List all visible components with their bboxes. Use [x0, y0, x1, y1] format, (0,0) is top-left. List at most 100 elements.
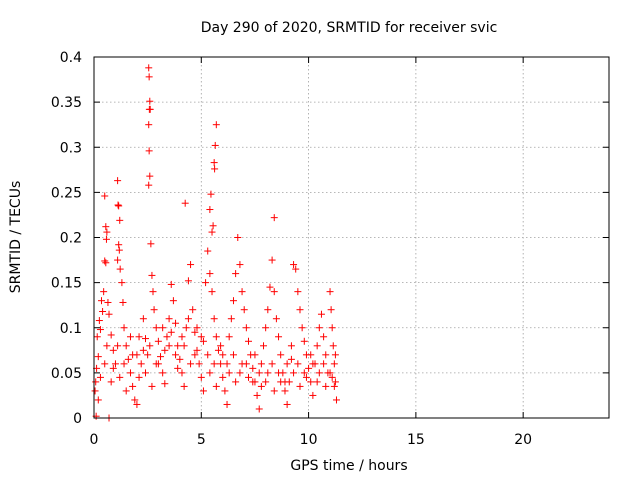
y-tick-label: 0.05 — [51, 366, 82, 382]
data-point — [148, 271, 156, 279]
x-tick-label: 0 — [90, 432, 99, 448]
data-point — [126, 333, 134, 341]
data-point — [327, 306, 335, 314]
data-point — [275, 369, 283, 377]
data-point — [326, 369, 334, 377]
data-point — [135, 373, 143, 381]
data-point — [145, 181, 153, 189]
data-point — [328, 373, 336, 381]
data-point — [275, 333, 283, 341]
data-point — [238, 288, 246, 296]
data-point — [193, 346, 201, 354]
data-point — [268, 360, 276, 368]
data-point — [236, 261, 244, 269]
data-point — [191, 351, 199, 359]
data-point — [268, 256, 276, 264]
x-tick-label: 15 — [407, 432, 425, 448]
data-point — [152, 324, 160, 332]
data-point — [272, 315, 280, 323]
data-point — [290, 369, 298, 377]
data-point — [307, 378, 315, 386]
data-point — [283, 360, 291, 368]
data-point — [331, 351, 339, 359]
data-point — [98, 297, 106, 305]
data-point — [114, 256, 122, 264]
data-point — [225, 333, 233, 341]
data-point — [165, 342, 173, 350]
data-point — [139, 315, 147, 323]
data-point — [104, 298, 112, 306]
data-point — [328, 324, 336, 332]
data-point — [94, 353, 102, 361]
data-point — [320, 360, 328, 368]
data-point — [322, 351, 330, 359]
data-point — [99, 308, 107, 316]
data-point — [257, 382, 265, 390]
data-point — [180, 382, 188, 390]
data-point — [120, 360, 128, 368]
data-point — [317, 310, 325, 318]
data-point — [154, 337, 162, 345]
data-point — [109, 346, 117, 354]
data-point — [172, 319, 180, 327]
data-point — [147, 240, 155, 248]
data-point — [119, 298, 127, 306]
data-point — [114, 342, 122, 350]
data-point — [227, 315, 235, 323]
data-point — [145, 73, 153, 81]
data-point — [116, 373, 124, 381]
data-point — [197, 373, 205, 381]
data-point — [232, 378, 240, 386]
data-point — [102, 235, 110, 243]
data-point — [187, 360, 195, 368]
data-point — [206, 206, 214, 214]
data-point — [212, 121, 220, 129]
data-point — [211, 141, 219, 149]
data-point — [206, 270, 214, 278]
data-point — [145, 105, 153, 113]
y-tick-label: 0.25 — [51, 185, 82, 201]
y-tick-label: 0 — [73, 411, 82, 427]
data-point — [270, 387, 278, 395]
data-point — [221, 387, 229, 395]
data-point — [184, 315, 192, 323]
data-point — [283, 400, 291, 408]
x-tick-label: 10 — [300, 432, 318, 448]
data-point — [204, 351, 212, 359]
data-point — [249, 378, 257, 386]
data-point — [148, 382, 156, 390]
data-point — [129, 382, 137, 390]
data-point — [294, 360, 302, 368]
data-point — [159, 324, 167, 332]
data-point — [105, 310, 113, 318]
data-point — [281, 378, 289, 386]
data-point — [229, 351, 237, 359]
data-point — [332, 396, 340, 404]
data-point — [223, 360, 231, 368]
data-point — [281, 387, 289, 395]
data-point — [146, 342, 154, 350]
data-point — [139, 346, 147, 354]
plot-frame — [93, 56, 610, 419]
data-point — [234, 234, 242, 241]
data-point — [214, 346, 222, 354]
data-point — [199, 387, 207, 395]
data-point — [114, 201, 122, 209]
data-point — [253, 391, 261, 399]
data-point — [277, 351, 285, 359]
x-tick-label: 5 — [197, 432, 206, 448]
chart-title: Day 290 of 2020, SRMTID for receiver svi… — [201, 20, 498, 36]
data-point — [305, 364, 313, 372]
data-point — [152, 360, 160, 368]
axis-tick-labels: 0 0.05 0.1 0.15 0.2 0.25 0.3 0.35 0.4 0 5 10 15 20 — [51, 50, 532, 448]
data-point — [101, 360, 109, 368]
data-point — [245, 337, 252, 345]
data-point — [145, 147, 153, 155]
data-point — [107, 378, 115, 386]
y-tick-label: 0.4 — [60, 50, 82, 66]
data-point — [167, 328, 175, 336]
data-point — [181, 199, 189, 207]
grid — [94, 57, 609, 418]
data-point — [100, 288, 108, 296]
